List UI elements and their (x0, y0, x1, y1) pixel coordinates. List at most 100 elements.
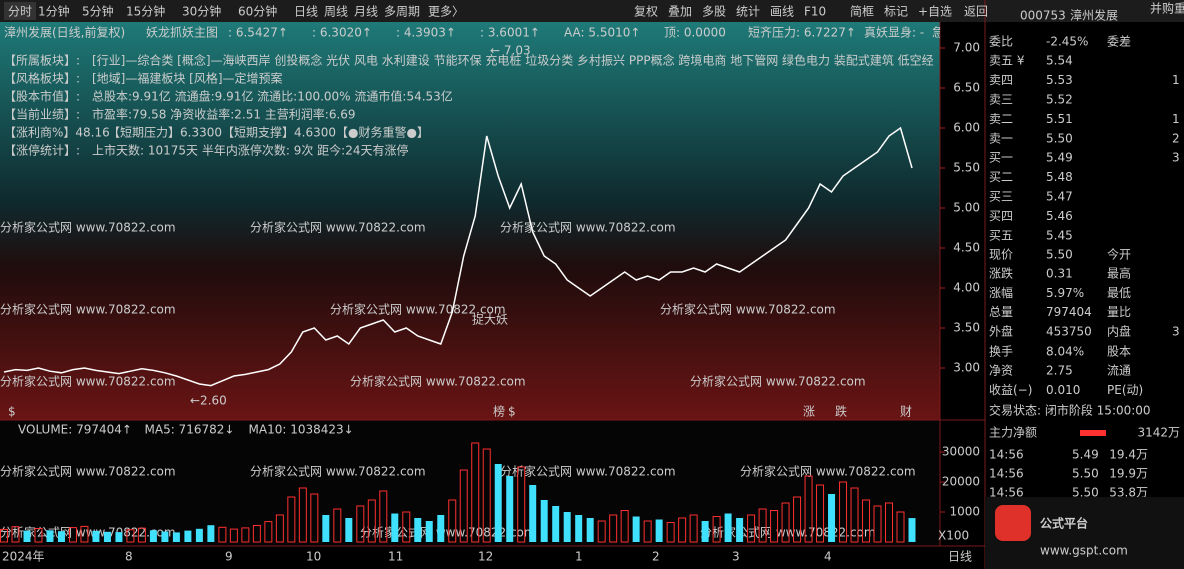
toolbar-button[interactable]: 叠加 (668, 5, 692, 19)
volume-bar (781, 502, 790, 543)
quote-label: 2 (1172, 132, 1180, 146)
volume-bar (207, 525, 215, 542)
indicator-value: : 4.3903↑ (396, 26, 456, 40)
volume-bar (287, 496, 296, 543)
toolbar-button[interactable]: 简框 (850, 5, 874, 19)
toolbar-tab[interactable]: 多周期 (384, 5, 420, 19)
quote-value: 5.54 (1046, 54, 1073, 68)
toolbar-button[interactable]: 统计 (736, 5, 760, 19)
volume-tick-label: 20000 (942, 475, 980, 489)
volume-bar (218, 526, 227, 543)
info-label: 【所属板块】: (4, 54, 80, 68)
volume-bar (391, 513, 399, 542)
tick-time: 14:56 (989, 486, 1024, 500)
toolbar-tab[interactable]: 日线 (294, 5, 318, 19)
volume-bar (252, 525, 261, 543)
volume-bar (241, 527, 250, 543)
quote-value: 5.45 (1046, 229, 1073, 243)
volume-bar (379, 490, 388, 543)
toolbar-tab[interactable]: 月线 (354, 5, 378, 19)
info-label: 【股本市值】: (4, 89, 80, 104)
volume-bar (529, 485, 537, 542)
watermark: 分析家公式网 www.70822.com (0, 302, 176, 317)
toolbar-button[interactable]: 返回 (964, 5, 988, 19)
quote-label: 买二 (989, 170, 1013, 184)
quote-label: PE(动) (1107, 383, 1143, 397)
y-tick-label: 4.50 (953, 241, 980, 255)
quote-label: 流通 (1107, 364, 1131, 378)
toolbar-button[interactable]: 画线 (770, 5, 794, 19)
volume-bar (482, 448, 491, 543)
quote-value: 3 (1172, 324, 1180, 338)
quote-value: 5.47 (1046, 190, 1073, 204)
event-marker: 涨 (803, 404, 815, 419)
period-label: 日线 (948, 550, 972, 564)
quote-value: 797404 (1046, 305, 1092, 319)
volume-bar (816, 484, 825, 543)
toolbar-tab[interactable]: 15分钟 (126, 4, 165, 19)
quote-label: 净资 (989, 364, 1013, 378)
info-label: 【风格板块】: (4, 71, 80, 86)
volume-bar (689, 514, 698, 543)
volume-bg (0, 420, 940, 546)
volume-header: VOLUME: 797404↑ (18, 423, 132, 437)
x-tick-label: 2024年 (2, 550, 45, 564)
toolbar-tab[interactable]: 更多〉 (428, 5, 464, 19)
toolbar-tab[interactable]: 5分钟 (82, 4, 114, 19)
quote-label: 收益(−) (989, 383, 1032, 397)
watermark: 分析家公式网 www.70822.com (360, 525, 536, 540)
toolbar-button[interactable]: +自选 (918, 5, 952, 19)
logo-text: 公式平台 (1040, 516, 1088, 531)
volume-bar (758, 508, 767, 543)
info-label: 【涨停统计】: (4, 143, 80, 158)
indicator-value: 短齐压力: 6.7227↑ (748, 25, 856, 40)
volume-bar (666, 522, 675, 543)
toolbar-tab[interactable]: 30分钟 (182, 4, 221, 19)
volume-bar (356, 505, 365, 543)
annotation: ← 7.03 (490, 44, 531, 58)
x-tick-label: 10 (306, 550, 321, 564)
quote-label: 换手 (989, 345, 1013, 359)
quote-label: 卖三 (989, 93, 1013, 107)
volume-unit: X100 (938, 529, 969, 543)
quote-label: 最低 (1107, 286, 1131, 300)
volume-bar (34, 528, 43, 543)
volume-bar (839, 481, 848, 543)
info-label: 【涨利商%】48.16 (4, 125, 110, 140)
chart-bg (0, 22, 940, 420)
y-tick-label: 6.50 (953, 81, 980, 95)
indicator-value: : 6.5427↑ (228, 26, 288, 40)
volume-bar (298, 487, 307, 543)
watermark: 分析家公式网 www.70822.com (250, 464, 426, 479)
volume-bar (264, 521, 273, 543)
quote-label: 量比 (1107, 305, 1131, 319)
volume-tick-label: 30000 (942, 445, 980, 459)
event-marker: 榜 (493, 404, 505, 419)
toolbar-tab[interactable]: 60分钟 (238, 4, 277, 19)
volume-bar (459, 469, 468, 543)
toolbar-button[interactable]: 标记 (884, 5, 908, 19)
quote-label: 卖四 (989, 73, 1013, 87)
toolbar-tab[interactable]: 分时 (8, 5, 32, 19)
volume-bar (126, 529, 135, 543)
volume-bar (552, 506, 560, 542)
indicator-value: 顶: 0.0000 (664, 26, 726, 40)
toolbar-tab[interactable]: 1分钟 (38, 4, 70, 19)
quote-label: 外盘 (989, 323, 1013, 338)
volume-bar (322, 515, 330, 542)
volume-header: MA5: 716782↓ (145, 423, 235, 437)
toolbar-button[interactable]: 多股 (702, 5, 726, 19)
watermark: 分析家公式网 www.70822.com (0, 374, 176, 389)
toolbar-button[interactable]: F10 (804, 5, 826, 19)
toolbar-button[interactable]: 复权 (634, 5, 658, 19)
event-marker: $ (508, 405, 516, 419)
quote-value: 5.49 (1046, 151, 1073, 165)
volume-bar (0, 528, 8, 543)
quote-label: 买四 (989, 209, 1013, 223)
volume-bar (275, 514, 284, 543)
toolbar-tab[interactable]: 周线 (324, 5, 348, 19)
volume-bar (23, 530, 31, 542)
volume-bar (540, 500, 548, 542)
flow-bar (1080, 430, 1106, 436)
quote-label: 1 (1172, 73, 1180, 87)
